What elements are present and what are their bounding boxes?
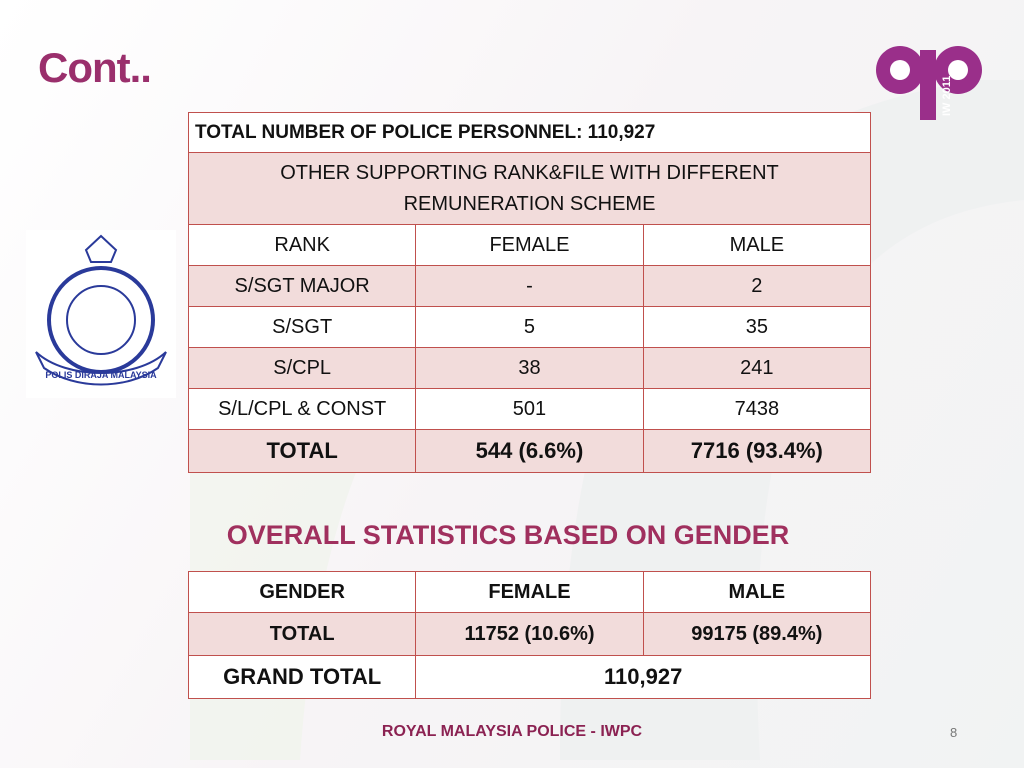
table-row: S/SGT MAJOR -2 (187, 265, 872, 307)
table-row: GENDER FEMALE MALE (187, 571, 872, 613)
gender-table: GENDER FEMALE MALE TOTAL 11752 (10.6%) 99175 … (187, 571, 872, 699)
table-cell: 501 (415, 388, 644, 430)
table-cell: 2 (642, 265, 872, 307)
emblem: POLIS DIRAJA MALAYSIA (26, 230, 176, 398)
table-row: TOTAL 544 (6.6%) 7716 (93.4%) (187, 429, 872, 473)
table-cell: RANK (187, 224, 417, 266)
table-cell: 11752 (10.6%) (415, 612, 644, 656)
table-cell: 544 (6.6%) (415, 429, 644, 473)
section-title: OVERALL STATISTICS BASED ON GENDER (226, 520, 790, 550)
table-cell: OTHER SUPPORTING RANK&FILE WITH DIFFEREN… (188, 152, 871, 225)
table-row: S/L/CPL & CONST 501 7438 (187, 388, 872, 430)
table-row: RANK FEMALE MALE (187, 224, 872, 266)
table-cell: 241 (642, 347, 872, 389)
table-row: TOTAL 11752 (10.6%) 99175 (89.4%) (187, 612, 872, 656)
table-cell: TOTAL (187, 612, 417, 656)
table-cell: S/SGT MAJOR (187, 265, 417, 307)
table-cell: MALE (642, 571, 872, 613)
table-cell: FEMALE (415, 224, 644, 266)
table-cell: GENDER (187, 571, 417, 613)
table-cell: 99175 (89.4%) (642, 612, 872, 656)
table-cell: TOTAL NUMBER OF POLICE PERSONNEL: 110,92… (188, 112, 871, 153)
slide-title: Cont.. (38, 44, 152, 91)
table-row: S/SGT 5 35 (187, 306, 872, 348)
logo: IW 2011 (876, 46, 982, 120)
table-cell: 35 (642, 306, 872, 348)
table-row: GRAND TOTAL 110,927 (187, 655, 871, 699)
table-cell: 38 (415, 347, 644, 389)
table-cell: S/L/CPL & CONST (187, 388, 417, 430)
table-cell: 7438 (642, 388, 872, 430)
table-cell: 5 (415, 306, 644, 348)
table-cell: - (415, 265, 644, 307)
table-cell: TOTAL (187, 429, 417, 473)
table-cell: 110,927 (415, 655, 871, 699)
table-cell: 7716 (93.4%) (642, 429, 872, 473)
logo-text: IW 2011 (941, 76, 953, 116)
table-row: S/CPL 38 241 (187, 347, 872, 389)
footer: ROYAL MALAYSIA POLICE - IWPC (381, 723, 643, 740)
emblem-text: POLIS DIRAJA MALAYSIA (45, 370, 157, 380)
table-row: TOTAL NUMBER OF POLICE PERSONNEL: 110,92… (188, 112, 871, 153)
personnel-table: TOTAL NUMBER OF POLICE PERSONNEL: 110,92… (187, 112, 872, 473)
table-cell: MALE (642, 224, 872, 266)
table-cell: GRAND TOTAL (187, 655, 417, 699)
table-cell: FEMALE (415, 571, 644, 613)
table-row: OTHER SUPPORTING RANK&FILE WITH DIFFEREN… (188, 152, 871, 225)
table-cell: S/SGT (187, 306, 417, 348)
page-number: 8 (950, 725, 958, 740)
table-cell: S/CPL (187, 347, 417, 389)
